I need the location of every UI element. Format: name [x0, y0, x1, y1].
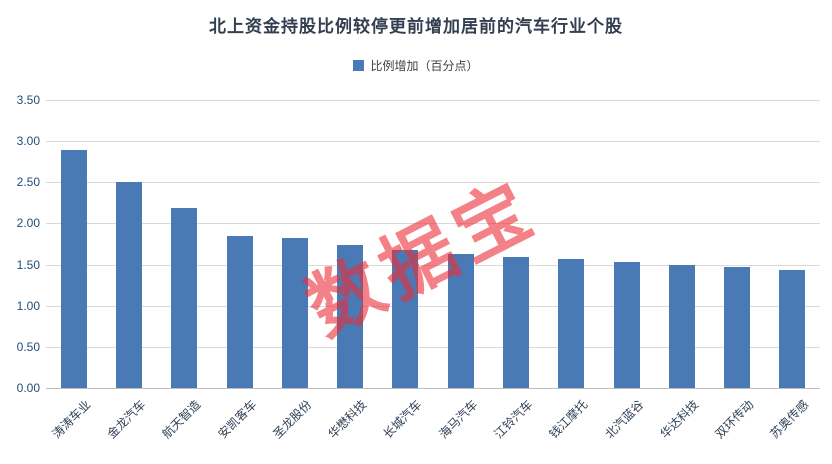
bar [724, 267, 751, 388]
x-category-label: 苏奥传感 [767, 397, 812, 442]
bar [613, 262, 640, 388]
bar [281, 238, 308, 388]
gridline [46, 264, 820, 266]
y-tick-label: 2.00 [16, 216, 40, 231]
gridline [46, 182, 820, 184]
x-category-label: 海马汽车 [436, 397, 480, 442]
bar [558, 258, 585, 388]
legend-swatch-icon [353, 60, 365, 71]
x-category-label: 江铃汽车 [491, 397, 536, 442]
x-category-label: 航天智造 [159, 397, 204, 442]
x-category-label: 圣龙股份 [270, 397, 315, 442]
bar [779, 270, 806, 388]
y-tick-label: 3.00 [16, 134, 40, 149]
bar [60, 150, 87, 388]
bar [337, 244, 364, 388]
bar [226, 235, 253, 388]
x-category-label: 华懋科技 [325, 397, 370, 442]
x-category-label: 双环传动 [712, 397, 757, 442]
legend-label: 比例增加（百分点） [370, 59, 479, 73]
gridline [46, 305, 820, 307]
y-tick-label: 1.50 [16, 257, 40, 272]
bar [392, 249, 419, 388]
x-category-label: 安凯客车 [214, 397, 259, 442]
x-category-label: 涛涛车业 [49, 397, 93, 442]
y-tick-label: 3.50 [16, 93, 40, 107]
gridline [46, 100, 820, 101]
plot-area: 0.00 0.50 1.00 1.50 2.00 2.50 3.00 3.50 涛涛车业 金龙汽车… [17, 93, 820, 441]
gridline [46, 223, 820, 225]
x-category-label: 钱江摩托 [546, 397, 591, 442]
y-tick-label: 1.00 [16, 298, 40, 313]
y-tick-label: 2.50 [16, 175, 40, 190]
gridline [46, 346, 820, 348]
x-category-label: 金龙汽车 [104, 397, 149, 442]
x-category-label: 北汽蓝谷 [601, 397, 646, 442]
bar [502, 257, 529, 388]
bar [115, 182, 142, 388]
gridline [46, 388, 820, 389]
bar [171, 207, 198, 388]
x-category-label: 华达科技 [657, 397, 702, 442]
x-category-label: 长城汽车 [380, 397, 425, 442]
bar [447, 253, 474, 388]
bar [668, 265, 695, 388]
y-tick-label: 0.00 [16, 381, 40, 395]
legend: 比例增加（百分点） [0, 57, 832, 74]
gridline [46, 141, 820, 143]
chart-title: 北上资金持股比例较停更前增加居前的汽车行业个股 [209, 17, 623, 36]
y-tick-label: 0.50 [16, 339, 40, 354]
